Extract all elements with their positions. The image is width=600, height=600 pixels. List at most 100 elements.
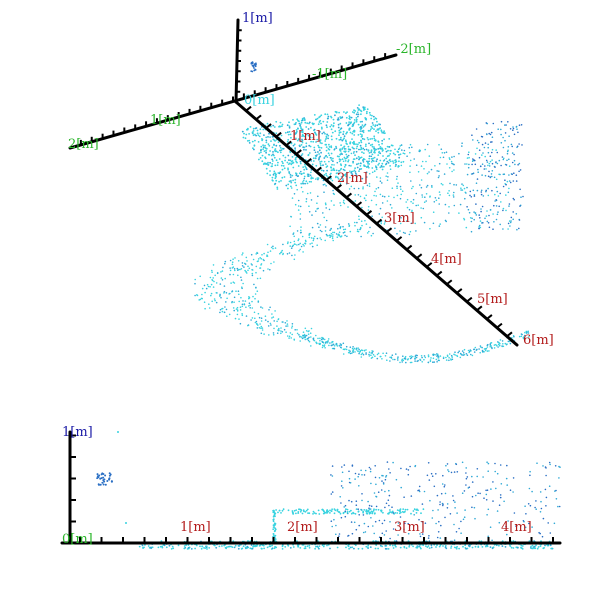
point [491,136,494,138]
point [310,140,312,143]
point [339,116,342,118]
point [338,134,340,137]
point [349,142,352,145]
point [272,151,274,153]
point [285,331,287,334]
point [375,130,377,133]
point [301,131,304,134]
point [476,475,479,478]
point [403,546,406,549]
point [354,513,357,515]
point [464,544,467,547]
point [447,469,449,471]
point [329,125,332,128]
y-label-neg1m: -1[m] [312,67,347,82]
side-view: 1[m] 0[m] 1[m] 2[m] 3[m] 4[m] [60,425,562,550]
point [362,147,365,150]
point [255,265,258,268]
point [360,235,362,238]
point [347,512,349,515]
point [427,537,430,539]
point [254,297,256,300]
point [332,169,334,171]
point [481,174,483,176]
point [205,287,208,290]
point [341,116,344,119]
point [330,177,332,180]
point [172,547,175,550]
point [360,353,363,356]
point [196,294,199,297]
point [534,506,536,509]
point [320,122,322,125]
point [340,344,342,347]
point [341,480,343,483]
point [308,512,311,515]
point [438,191,441,193]
point [229,273,231,276]
point [296,230,299,232]
point [368,466,371,469]
point [490,131,493,134]
point [263,162,266,165]
point [355,113,358,116]
point [467,166,470,169]
point [368,152,371,154]
point [387,512,389,515]
point [319,142,322,144]
point [456,471,459,473]
point [329,229,331,231]
point [399,197,402,200]
point [225,292,228,294]
point [309,174,312,176]
point [304,182,306,185]
point [347,223,350,225]
point [187,544,190,546]
point [223,292,225,294]
point [388,489,390,492]
point [318,545,321,547]
point [396,512,399,514]
point [396,357,399,360]
point [414,222,417,225]
point [465,547,467,550]
point [238,293,240,296]
point [429,499,431,502]
point [477,492,479,495]
point [473,194,476,196]
point [528,487,531,490]
point [316,237,319,240]
point [347,544,350,547]
point [249,547,252,550]
point [330,474,332,476]
point [296,139,299,142]
point [531,544,534,547]
point [426,172,429,175]
point [503,500,505,503]
point [368,160,370,162]
point [460,520,462,523]
point [254,321,257,324]
point [333,164,335,166]
point [482,195,485,197]
point [363,474,366,476]
point [223,311,226,314]
point [286,253,289,255]
point [340,175,343,178]
point [409,465,411,468]
point [388,494,391,497]
point [448,157,451,159]
point [335,533,337,536]
point [436,536,439,539]
point [332,239,335,242]
point [512,540,515,542]
point [266,172,269,175]
point [368,163,371,165]
point [335,147,338,150]
point [352,349,355,351]
point [340,168,342,171]
point [382,165,385,168]
point [491,347,493,350]
point [237,260,240,262]
point [423,490,426,493]
